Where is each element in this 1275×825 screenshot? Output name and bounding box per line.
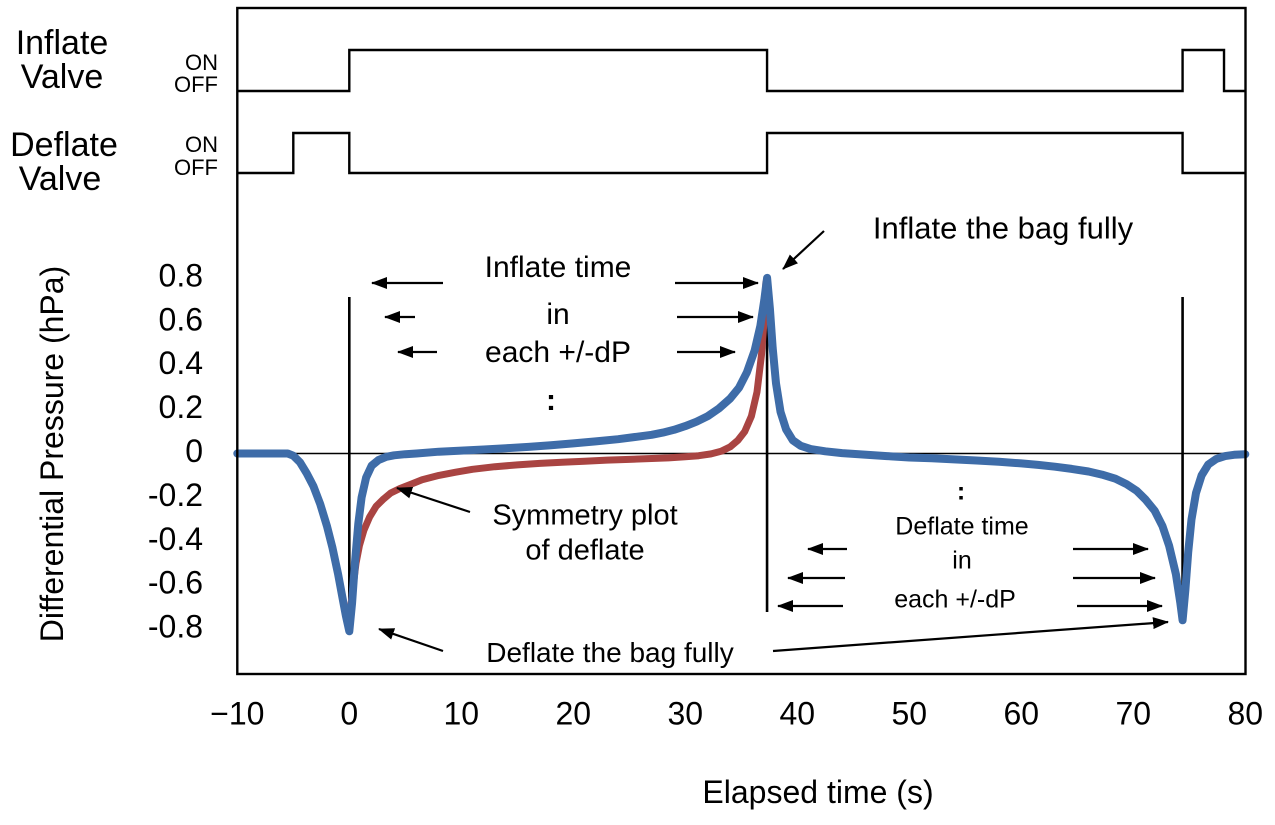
inflate-time-ellipsis: : bbox=[546, 384, 556, 417]
symmetry-annotation-line1: Symmetry plot bbox=[492, 499, 678, 532]
plot-border bbox=[236, 6, 1247, 676]
annotation-arrow bbox=[378, 627, 444, 653]
y-tick-label: 0.4 bbox=[159, 345, 203, 381]
y-tick-label: -0.8 bbox=[148, 609, 203, 645]
x-tick-label: 10 bbox=[444, 695, 480, 731]
y-tick-label: -0.2 bbox=[148, 477, 203, 513]
deflate-valve-label-line2: Valve bbox=[18, 160, 102, 198]
deflate-valve-trace bbox=[237, 131, 1246, 175]
inflate-time-annotation-line1: Inflate time bbox=[484, 251, 632, 284]
inflate-time-annotation-line2: in bbox=[546, 298, 570, 331]
annotation-arrow bbox=[772, 617, 1169, 653]
y-tick-label: 0 bbox=[185, 433, 203, 469]
x-tick-label: 40 bbox=[780, 695, 816, 731]
deflate-time-annotation-line2: in bbox=[952, 546, 972, 575]
y-tick-label: -0.4 bbox=[148, 521, 203, 557]
y-tick-label: 0.8 bbox=[159, 257, 203, 293]
symmetry-plot-of-deflate-curve bbox=[345, 278, 770, 624]
deflate-time-annotation-line1: Deflate time bbox=[895, 512, 1029, 541]
x-axis-title: Elapsed time (s) bbox=[702, 774, 934, 810]
y-tick-label: -0.6 bbox=[148, 565, 203, 601]
x-tick-label: 50 bbox=[892, 695, 928, 731]
x-tick-label: 80 bbox=[1228, 695, 1264, 731]
y-tick-label: 0.6 bbox=[159, 301, 203, 337]
x-tick-label: 0 bbox=[340, 695, 358, 731]
deflate-peak-annotation: Deflate the bag fully bbox=[486, 637, 734, 668]
x-tick-label: 30 bbox=[668, 695, 704, 731]
inflate-time-annotation-line3: each +/-dP bbox=[485, 336, 631, 369]
x-tick-label: 70 bbox=[1116, 695, 1152, 731]
annotation-arrow bbox=[782, 230, 825, 270]
annotation-arrow bbox=[396, 486, 471, 514]
inflate-valve-label-line1: Inflate bbox=[15, 24, 109, 62]
y-tick-label: 0.2 bbox=[159, 389, 203, 425]
inflate-valve-label-line2: Valve bbox=[20, 58, 104, 96]
deflate-valve-on-label: ON bbox=[185, 132, 218, 157]
x-tick-label: 60 bbox=[1004, 695, 1040, 731]
x-tick-label: −10 bbox=[210, 695, 264, 731]
differential-pressure-curve bbox=[233, 273, 1250, 636]
inflate-valve-on-label: ON bbox=[185, 50, 218, 75]
inflate-valve-trace bbox=[237, 48, 1246, 93]
inflate-peak-annotation: Inflate the bag fully bbox=[872, 210, 1134, 246]
y-axis-title: Differential Pressure (hPa) bbox=[34, 265, 70, 643]
inflate-valve-off-label: OFF bbox=[174, 72, 218, 97]
symmetry-annotation-line2: of deflate bbox=[525, 534, 645, 567]
deflate-time-annotation-line3: each +/-dP bbox=[894, 585, 1016, 614]
deflate-valve-label-line1: Deflate bbox=[10, 126, 118, 164]
x-tick-label: 20 bbox=[556, 695, 592, 731]
deflate-valve-off-label: OFF bbox=[174, 155, 218, 180]
deflate-time-ellipsis: : bbox=[956, 477, 966, 506]
